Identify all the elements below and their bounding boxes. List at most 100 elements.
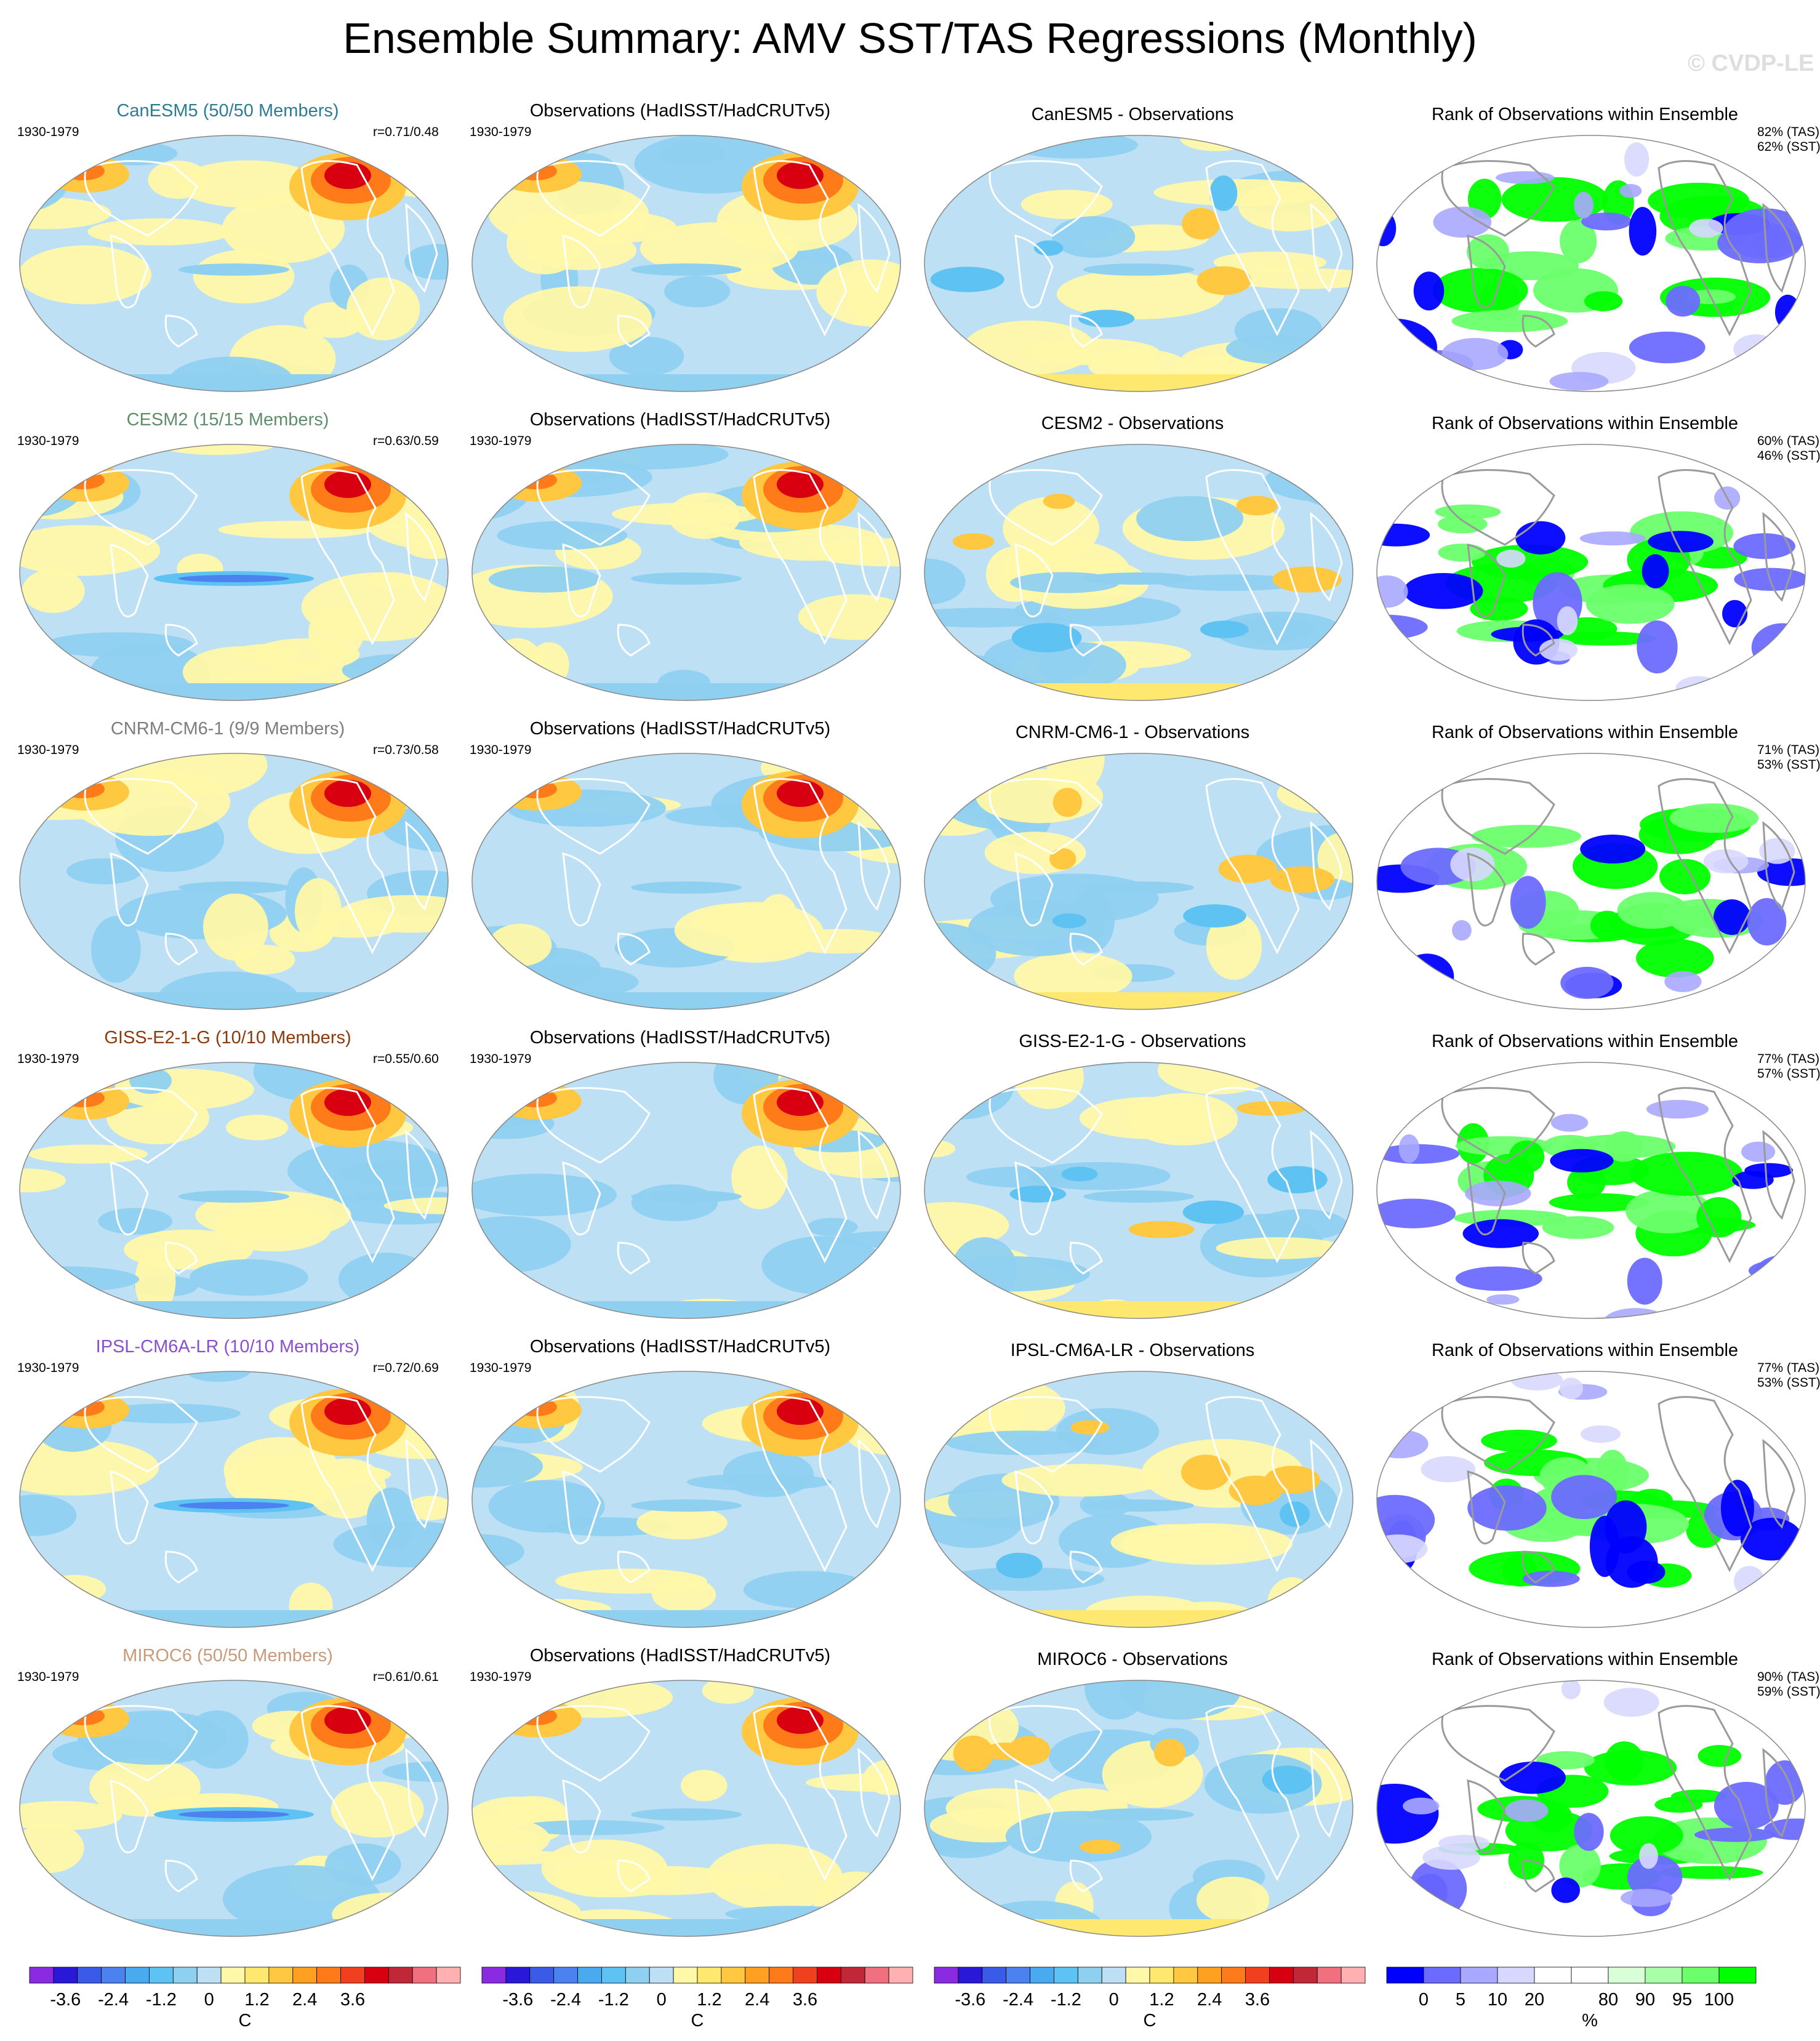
- colorbar-swatch: [340, 1967, 365, 1984]
- panel-model: IPSL-CM6A-LR (10/10 Members) 1930-1979 r=0…: [6, 1336, 455, 1646]
- period-label: 1930-1979: [17, 743, 79, 757]
- panel-title: CNRM-CM6-1 (9/9 Members): [110, 719, 345, 739]
- colorbar-tick: 20: [1524, 1990, 1545, 2010]
- period-label: 1930-1979: [17, 434, 79, 448]
- map-svg: [19, 1062, 449, 1319]
- rank-sst: 53% (SST): [1757, 758, 1820, 772]
- colorbar-swatch: [1173, 1967, 1198, 1984]
- map-svg: [1376, 753, 1806, 1010]
- panel-title: CESM2 (15/15 Members): [126, 410, 329, 430]
- panel-obs: Observations (HadISST/HadCRUTv5) 1930-197…: [459, 1336, 908, 1646]
- colorbar-tick: 2.4: [1197, 1990, 1222, 2010]
- panel-obs: Observations (HadISST/HadCRUTv5) 1930-197…: [459, 718, 908, 1028]
- map-obs: [465, 1367, 908, 1632]
- colorbar-unit: C: [238, 2011, 252, 2031]
- page-title: Ensemble Summary: AMV SST/TAS Regression…: [343, 14, 1477, 62]
- panel-diff: CNRM-CM6-1 - Observations: [911, 718, 1360, 1028]
- colorbar-swatch: [316, 1967, 341, 1984]
- map-rank: [1369, 131, 1813, 396]
- colorbar-swatch: [1645, 1967, 1683, 1984]
- map-obs: [465, 1676, 908, 1941]
- map-svg: [1376, 1062, 1806, 1319]
- colorbar-tick: 1.2: [1149, 1990, 1174, 2010]
- map-svg: [471, 135, 901, 392]
- colorbar-swatch: [364, 1967, 389, 1984]
- panel-title: MIROC6 - Observations: [1037, 1650, 1228, 1669]
- map-obs: [465, 749, 908, 1014]
- colorbar-swatch: [1149, 1967, 1174, 1984]
- period-label: 1930-1979: [470, 125, 532, 139]
- colorbar-swatch: [1054, 1967, 1078, 1984]
- colorbar-swatch: [77, 1967, 102, 1984]
- panel-title: Rank of Observations within Ensemble: [1431, 1032, 1739, 1051]
- panel-model: MIROC6 (50/50 Members) 1930-1979 r=0.61/0.…: [6, 1645, 455, 1955]
- colorbar-tick: 100: [1704, 1990, 1734, 2010]
- colorbar-unit: C: [1143, 2011, 1157, 2031]
- colorbar-tick: 0: [1418, 1990, 1429, 2010]
- colorbar-swatch: [53, 1967, 78, 1984]
- colorbar-swatch: [649, 1967, 674, 1984]
- panel-title: GISS-E2-1-G (10/10 Members): [104, 1028, 351, 1048]
- colorbar-swatch: [1682, 1967, 1720, 1984]
- map-svg: [19, 1371, 449, 1628]
- colorbar-swatches: [1386, 1967, 1757, 1984]
- colorbar-tick: -1.2: [598, 1990, 629, 2010]
- period-label: 1930-1979: [17, 1670, 79, 1684]
- colorbar-swatch: [1534, 1967, 1572, 1984]
- map-diff: [917, 1367, 1360, 1632]
- panel-row: IPSL-CM6A-LR (10/10 Members) 1930-1979 r=0…: [0, 1336, 1820, 1646]
- period-label: 1930-1979: [470, 434, 532, 448]
- panel-title: Rank of Observations within Ensemble: [1431, 723, 1739, 742]
- rank-tas: 71% (TAS): [1757, 743, 1820, 757]
- colorbar-tick: -3.6: [502, 1990, 534, 2010]
- colorbar-tick: 10: [1487, 1990, 1508, 2010]
- colorbar-tick: 3.6: [340, 1990, 366, 2010]
- colorbar-swatch: [1077, 1967, 1102, 1984]
- panel-title: Observations (HadISST/HadCRUTv5): [529, 1028, 831, 1048]
- panel-title: CanESM5 - Observations: [1031, 105, 1234, 124]
- colorbar-tick: -2.4: [1003, 1990, 1034, 2010]
- colorbar-swatch: [1221, 1967, 1246, 1984]
- colorbar-swatch: [769, 1967, 793, 1984]
- map-rank: [1369, 1367, 1813, 1632]
- rank-tas: 82% (TAS): [1757, 125, 1820, 139]
- colorbar-swatch: [1423, 1967, 1461, 1984]
- colorbar-tick: -2.4: [550, 1990, 582, 2010]
- colorbar-swatch: [577, 1967, 602, 1984]
- pattern-correlation: r=0.71/0.48: [373, 125, 439, 139]
- colorbar-tick: 95: [1672, 1990, 1693, 2010]
- colorbar-swatch: [553, 1967, 578, 1984]
- colorbar-tick: 0: [204, 1990, 214, 2010]
- colorbar-swatch: [149, 1967, 174, 1984]
- panel-model: CanESM5 (50/50 Members) 1930-1979 r=0.71/0…: [6, 100, 455, 410]
- panel-row: CanESM5 (50/50 Members) 1930-1979 r=0.71/0…: [0, 100, 1820, 410]
- panel-model: CESM2 (15/15 Members) 1930-1979 r=0.63/0.5…: [6, 409, 455, 719]
- colorbar-swatch: [292, 1967, 318, 1984]
- panel-title: Rank of Observations within Ensemble: [1431, 414, 1739, 433]
- panel-rank: Rank of Observations within Ensemble 82% …: [1363, 100, 1820, 410]
- colorbar-tick: 0: [1108, 1990, 1119, 2010]
- colorbar-tick: -2.4: [98, 1990, 129, 2010]
- panel-obs: Observations (HadISST/HadCRUTv5) 1930-197…: [459, 1645, 908, 1955]
- map-rank: [1369, 1058, 1813, 1323]
- rank-sst: 46% (SST): [1757, 449, 1820, 463]
- colorbar-swatch: [817, 1967, 841, 1984]
- panel-diff: CanESM5 - Observations: [911, 100, 1360, 410]
- map-svg: [1376, 1371, 1806, 1628]
- panel-title: Observations (HadISST/HadCRUTv5): [529, 101, 831, 121]
- colorbar-swatch: [982, 1967, 1007, 1984]
- panel-diff: MIROC6 - Observations: [911, 1645, 1360, 1955]
- rank-sst: 57% (SST): [1757, 1067, 1820, 1081]
- map-svg: [19, 135, 449, 392]
- map-svg: [471, 753, 901, 1010]
- colorbar-swatch: [1571, 1967, 1609, 1984]
- map-obs: [465, 131, 908, 396]
- map-svg: [924, 135, 1353, 392]
- map-diff: [917, 440, 1360, 705]
- panel-title: Observations (HadISST/HadCRUTv5): [529, 1646, 831, 1666]
- map-svg: [1376, 444, 1806, 701]
- panel-rank: Rank of Observations within Ensemble 60% …: [1363, 409, 1820, 719]
- colorbar-swatch: [529, 1967, 555, 1984]
- panel-diff: GISS-E2-1-G - Observations: [911, 1027, 1360, 1337]
- period-label: 1930-1979: [470, 1361, 532, 1375]
